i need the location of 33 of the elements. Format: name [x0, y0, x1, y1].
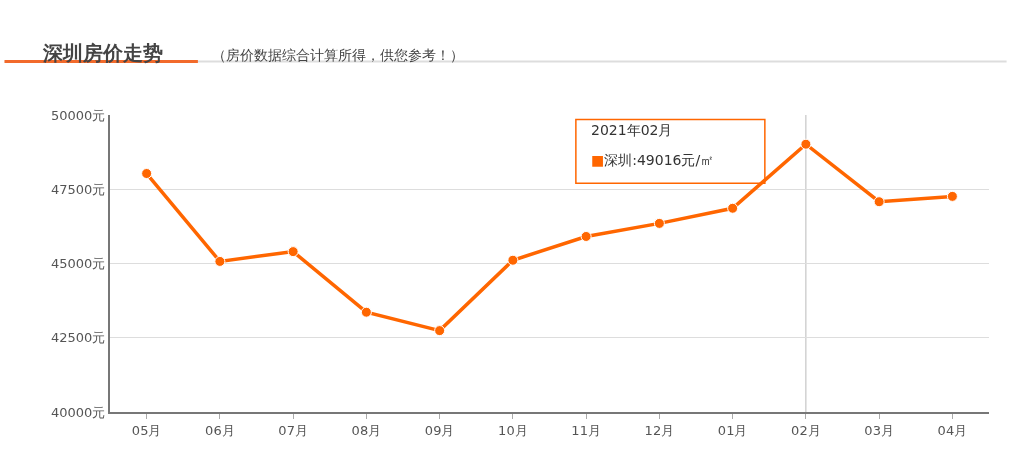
point: [360, 306, 372, 318]
point: [141, 168, 153, 180]
point: [873, 196, 885, 208]
x-tick-label: 12月: [644, 422, 675, 438]
y-tick-label: 50000元: [51, 107, 106, 123]
point: [287, 246, 299, 258]
y-tick-label: 47500元: [51, 181, 106, 197]
point: [580, 230, 592, 242]
x-tick-label: 11月: [571, 422, 601, 438]
x-tick-label: 09月: [424, 422, 455, 438]
annotation: 2021年02月: [591, 122, 673, 138]
point: [800, 138, 812, 150]
x-tick-label: 01月: [717, 422, 748, 438]
x-tick-label: 03月: [864, 422, 894, 438]
x-tick-label: 08月: [351, 422, 382, 438]
chart-title: 深圳房价走势: [42, 41, 163, 65]
x-tick-label: 10月: [498, 422, 528, 438]
x-tick-label: 05月: [131, 422, 162, 438]
y-tick-label: 40000元: [51, 404, 106, 420]
x-tick-label: 06月: [205, 422, 235, 438]
x-tick-label: 02月: [791, 422, 821, 438]
y-tick-label: 45000元: [51, 256, 106, 272]
x-tick-label: 07月: [278, 422, 308, 438]
point: [946, 190, 958, 202]
point: [653, 217, 665, 229]
annotation: ■深圳:49016元/㎡: [591, 152, 715, 168]
x-tick-label: 04月: [937, 422, 968, 438]
point: [434, 325, 446, 337]
point: [727, 202, 739, 214]
point: [507, 254, 519, 266]
point: [214, 255, 226, 267]
y-tick-label: 42500元: [51, 330, 106, 346]
chart-subtitle: （房价数据综合计算所得，供您参考！）: [212, 47, 464, 63]
